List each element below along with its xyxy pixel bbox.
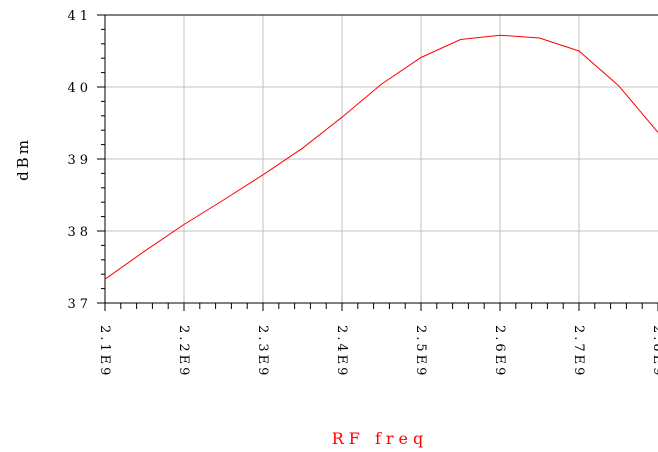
y-tick-label: 39 — [67, 153, 92, 168]
grid-lines — [105, 15, 658, 303]
x-tick-label: 2.8E9 — [650, 325, 658, 378]
x-tick-label: 2.3E9 — [255, 325, 270, 378]
series-layer — [104, 34, 658, 280]
y-axis-ticks: 37 38 39 40 41 — [67, 9, 105, 312]
x-axis-label: RF freq — [332, 429, 429, 448]
x-tick-label: 2.1E9 — [97, 325, 112, 378]
series-line — [104, 34, 658, 280]
x-tick-label: 2.5E9 — [413, 325, 428, 378]
y-tick-label: 41 — [67, 9, 92, 24]
y-tick-label: 37 — [67, 297, 92, 312]
x-axis-ticks: 2.1E9 2.2E9 2.3E9 2.4E9 2.5E9 2.6E9 2.7E9 2.8E9 — [97, 303, 658, 378]
y-tick-label: 38 — [67, 225, 92, 240]
y-axis-label: dBm — [14, 137, 32, 181]
x-tick-label: 2.2E9 — [176, 325, 191, 378]
x-tick-label: 2.7E9 — [571, 325, 586, 378]
y-tick-label: 40 — [67, 81, 92, 96]
x-tick-label: 2.4E9 — [334, 325, 349, 378]
x-tick-label: 2.6E9 — [492, 325, 507, 378]
